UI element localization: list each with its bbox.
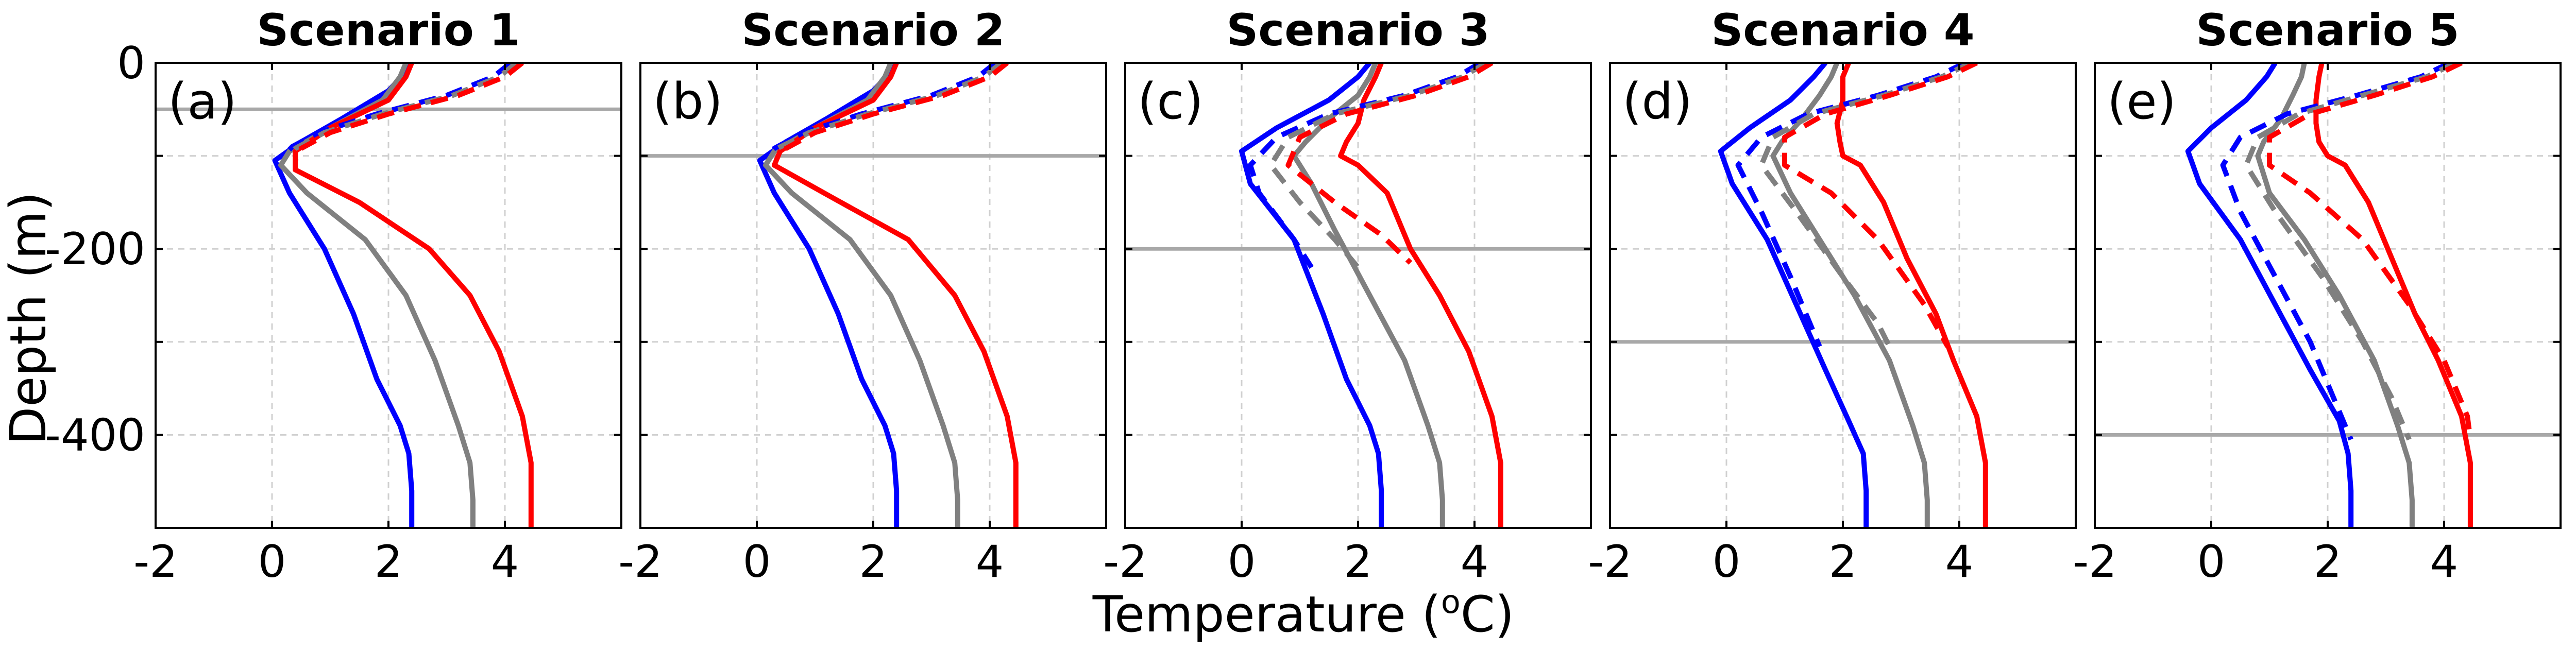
series-line-red-solid: [293, 63, 534, 528]
panel-label: (a): [168, 73, 237, 130]
panel-3: -2 0 2 4 Scenario 3 (c): [1103, 5, 1592, 588]
series-line-gray-dashed: [2243, 63, 2457, 441]
x-tick-label: 0: [2197, 536, 2226, 588]
series-line-gray-solid: [1291, 63, 1445, 528]
panel-2: -2 0 2 4 Scenario 2 (b): [618, 5, 1107, 588]
series-line-red-solid: [1834, 63, 1988, 528]
panel-title: Scenario 1: [257, 5, 520, 56]
x-tick-label: 4: [491, 536, 519, 588]
y-tick-label: -200: [45, 224, 145, 275]
panel-1: -2 0 2 4 0 -200 -400 Scenario 1 (a): [45, 5, 622, 588]
x-axis-label-unit: C): [1461, 586, 1514, 643]
series-line-blue-solid: [272, 63, 415, 528]
series-line-blue-dashed: [2220, 63, 2451, 441]
x-tick-label: 0: [743, 536, 771, 588]
panel-label: (c): [1138, 73, 1204, 130]
x-axis-label: Temperature (oC): [1092, 583, 1515, 643]
x-tick-label: 2: [2314, 536, 2342, 588]
panel-title: Scenario 2: [741, 5, 1005, 56]
x-tick-label: 4: [1461, 536, 1489, 588]
x-tick-label: 0: [1713, 536, 1741, 588]
series-line-red-dashed: [2267, 63, 2473, 440]
series-group: [2185, 63, 2473, 528]
x-tick-label: 4: [2430, 536, 2459, 588]
series-line-blue-solid: [1718, 63, 1869, 528]
series-line-red-dashed: [775, 63, 1009, 158]
x-tick-label: 4: [1945, 536, 1974, 588]
x-tick-label: 0: [258, 536, 286, 588]
series-line-red-solid: [1338, 63, 1503, 528]
x-tick-label: -2: [133, 536, 178, 588]
series-group: [1718, 63, 1988, 528]
series-line-red-dashed: [293, 63, 524, 162]
x-tick-label: 2: [859, 536, 888, 588]
panel-label: (d): [1622, 73, 1692, 130]
series-line-red-dashed: [1782, 63, 1978, 348]
panel-label: (b): [653, 73, 723, 130]
x-tick-label: -2: [618, 536, 663, 588]
x-axis-label-main: Temperature (: [1092, 586, 1441, 643]
panel-title: Scenario 5: [2196, 5, 2459, 56]
x-tick-label: -2: [1103, 536, 1147, 588]
panel-4: -2 0 2 4 Scenario 4 (d): [1588, 5, 2077, 588]
series-line-gray-solid: [278, 63, 476, 528]
series-line-gray-solid: [1770, 63, 1930, 528]
panel-5: -2 0 2 4 Scenario 5 (e): [2073, 5, 2562, 588]
x-tick-label: -2: [1588, 536, 1632, 588]
panel-title: Scenario 4: [1711, 5, 1974, 56]
x-tick-label: 4: [976, 536, 1004, 588]
y-tick-label: 0: [117, 38, 145, 89]
series-group: [757, 63, 1019, 528]
panel-label: (e): [2107, 73, 2176, 130]
x-tick-label: 0: [1228, 536, 1256, 588]
panel-title: Scenario 3: [1226, 5, 1489, 56]
x-tick-label: -2: [2073, 536, 2117, 588]
series-line-blue-solid: [757, 63, 900, 528]
x-axis-label-degree: o: [1441, 583, 1461, 621]
series-line-gray-dashed: [1758, 63, 1972, 348]
series-group: [272, 63, 534, 528]
y-axis-label: Depth (m): [0, 192, 57, 444]
series-line-gray-dashed: [1268, 63, 1488, 269]
y-tick-label: -400: [45, 409, 145, 461]
series-line-red-solid: [771, 63, 1019, 528]
x-tick-label: 2: [1344, 536, 1372, 588]
x-tick-label: 2: [1829, 536, 1857, 588]
series-line-blue-solid: [2185, 63, 2354, 528]
x-tick-label: 2: [375, 536, 403, 588]
series-group: [1239, 63, 1503, 528]
series-line-red-dashed: [1285, 63, 1494, 265]
series-line-gray-solid: [763, 63, 960, 528]
series-line-gray-solid: [2255, 63, 2415, 528]
